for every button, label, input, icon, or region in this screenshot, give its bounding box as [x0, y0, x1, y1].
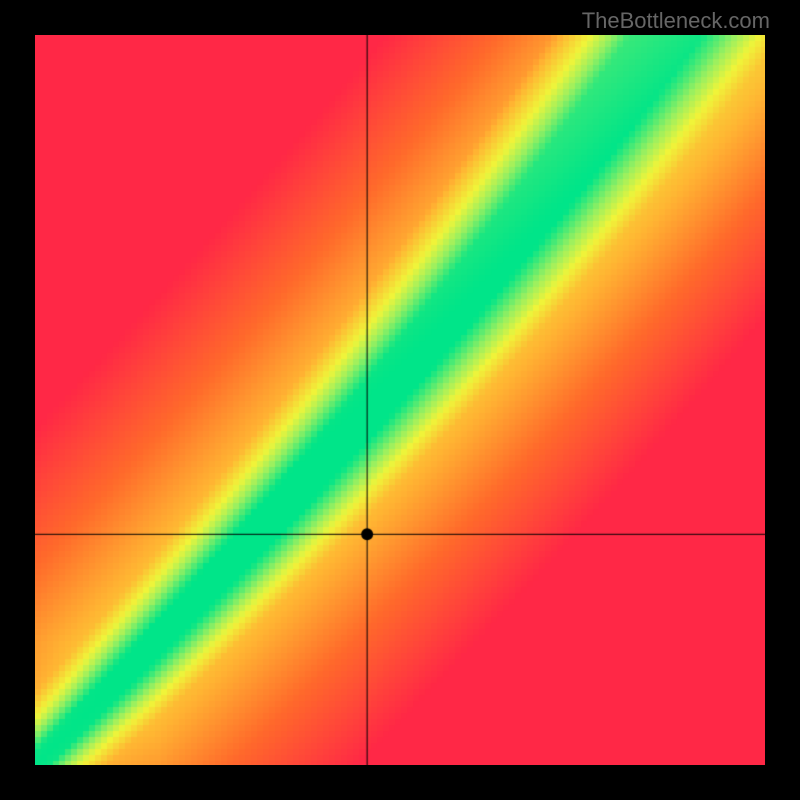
- chart-container: TheBottleneck.com: [0, 0, 800, 800]
- bottleneck-heatmap: [35, 35, 765, 765]
- watermark-text: TheBottleneck.com: [582, 8, 770, 34]
